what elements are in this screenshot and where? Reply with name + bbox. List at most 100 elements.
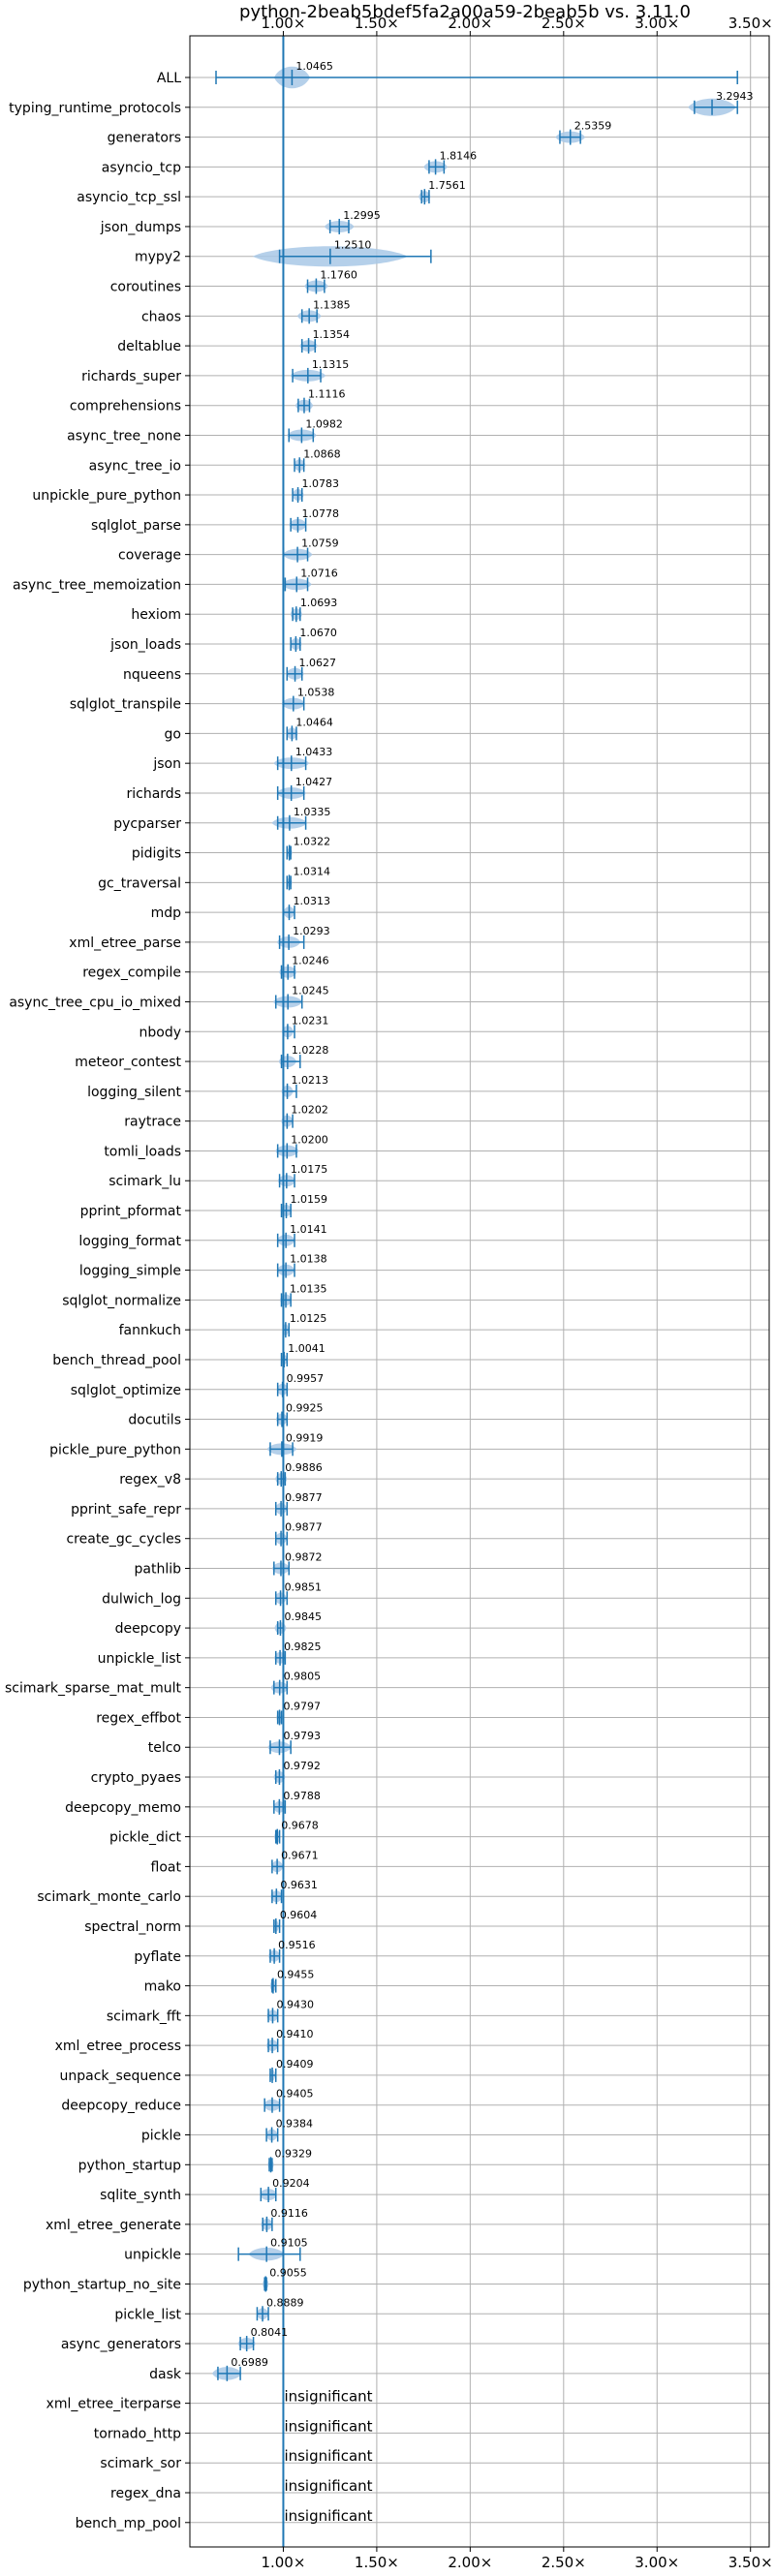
value-label: 0.9384 [276, 2118, 314, 2131]
value-label: 0.9919 [286, 1431, 324, 1444]
category-label: tomli_loads [104, 1144, 181, 1159]
category-label: tornado_http [94, 2426, 181, 2441]
category-label: crypto_pyaes [91, 1770, 181, 1786]
value-label: 1.0246 [292, 955, 329, 967]
category-label: json_dumps [100, 220, 181, 235]
value-label: 0.9793 [283, 1730, 321, 1742]
x-tick-label-bottom: 3.50× [728, 2554, 773, 2571]
x-tick-label-top: 1.50× [355, 15, 399, 32]
category-label: gc_traversal [98, 875, 181, 891]
value-label: 1.0433 [295, 746, 333, 758]
value-label: 1.0322 [294, 836, 331, 848]
category-label: unpickle_list [98, 1651, 182, 1667]
value-label: 0.9631 [280, 1879, 318, 1891]
value-label: 2.5359 [574, 120, 612, 133]
category-label: scimark_sor [100, 2456, 181, 2471]
value-label: 0.9671 [281, 1849, 319, 1861]
value-label: 0.9409 [276, 2058, 314, 2070]
value-label: 0.9105 [270, 2237, 308, 2250]
category-label: deepcopy [115, 1621, 181, 1637]
value-label: 1.0141 [290, 1223, 327, 1236]
value-label: 0.6989 [231, 2356, 268, 2369]
category-label: json_loads [109, 637, 181, 653]
category-label: deepcopy_reduce [61, 2099, 181, 2114]
value-label: 1.0670 [299, 627, 337, 639]
value-label: 1.0159 [291, 1193, 328, 1206]
category-label: sqlglot_transpile [70, 697, 181, 713]
value-label: 0.9805 [284, 1671, 322, 1683]
category-label: async_generators [61, 2337, 181, 2352]
x-tick-label-top: 2.00× [448, 15, 492, 32]
x-tick-label-top: 3.00× [635, 15, 679, 32]
category-label: logging_silent [87, 1085, 181, 1100]
value-label: 1.0627 [299, 657, 337, 669]
value-label: 0.9925 [286, 1402, 324, 1415]
category-label: unpack_sequence [60, 2069, 181, 2084]
category-label: unpickle [124, 2248, 181, 2263]
value-label: 1.1385 [313, 298, 351, 311]
category-label: sqlglot_parse [91, 518, 181, 534]
category-label: async_tree_io [89, 458, 181, 474]
value-label: 1.0200 [291, 1133, 328, 1146]
category-label: regex_dna [110, 2486, 181, 2501]
category-label: comprehensions [70, 399, 181, 414]
value-label: 1.7561 [428, 179, 466, 192]
value-label: 1.1315 [312, 358, 350, 371]
category-label: xml_etree_parse [69, 935, 181, 951]
value-label: 0.9329 [275, 2147, 313, 2160]
category-label: bench_thread_pool [52, 1353, 181, 1368]
category-label: meteor_contest [75, 1055, 181, 1070]
category-label: python_startup [78, 2158, 181, 2173]
category-label: spectral_norm [84, 1919, 181, 1935]
category-label: logging_simple [79, 1264, 181, 1279]
category-label: float [151, 1859, 182, 1875]
category-label: raytrace [124, 1115, 181, 1130]
category-label: xml_etree_generate [46, 2218, 181, 2233]
category-label: pyflate [134, 1949, 181, 1965]
insignificant-label: insignificant [284, 2417, 372, 2435]
category-label: asyncio_tcp_ssl [77, 190, 181, 205]
value-label: 1.0427 [295, 776, 333, 788]
value-label: 1.0982 [305, 417, 343, 430]
value-label: 0.8041 [251, 2326, 289, 2339]
value-label: 1.0213 [292, 1074, 329, 1087]
category-label: scimark_sparse_mat_mult [5, 1681, 181, 1697]
category-label: xml_etree_process [55, 2039, 181, 2054]
category-label: unpickle_pure_python [32, 488, 181, 504]
category-label: async_tree_none [67, 428, 181, 444]
category-label: pickle_list [114, 2307, 181, 2322]
value-label: 0.9604 [280, 1909, 318, 1921]
value-label: 1.0202 [291, 1104, 328, 1117]
category-label: scimark_lu [108, 1174, 181, 1189]
value-label: 0.9678 [281, 1820, 319, 1832]
x-tick-label-bottom: 1.50× [355, 2554, 399, 2571]
category-label: mypy2 [135, 250, 181, 265]
value-label: 0.9797 [284, 1700, 322, 1712]
value-label: 0.9886 [285, 1461, 323, 1474]
value-label: 0.9410 [276, 2028, 314, 2040]
value-label: 0.9845 [284, 1610, 322, 1623]
value-label: 0.8889 [266, 2296, 304, 2309]
category-label: go [165, 726, 181, 742]
category-label: regex_v8 [119, 1472, 181, 1487]
category-label: telco [148, 1740, 181, 1756]
value-label: 1.1354 [313, 328, 351, 341]
category-label: pickle_dict [109, 1830, 182, 1846]
category-label: sqlglot_normalize [62, 1293, 181, 1308]
value-label: 1.2510 [334, 239, 372, 252]
value-label: 1.0293 [293, 925, 330, 937]
category-label: json [152, 756, 181, 772]
value-label: 1.0868 [303, 447, 341, 460]
insignificant-label: insignificant [284, 2447, 372, 2465]
value-label: 0.9792 [283, 1760, 321, 1772]
category-label: pickle [141, 2129, 181, 2144]
value-label: 1.0041 [288, 1342, 326, 1355]
value-label: 0.9455 [277, 1969, 315, 1981]
value-label: 1.0465 [295, 60, 333, 73]
value-label: 0.9851 [285, 1580, 323, 1593]
value-label: 1.0175 [291, 1163, 328, 1176]
value-label: 1.0314 [294, 865, 331, 877]
category-label: docutils [128, 1413, 181, 1428]
category-label: coroutines [110, 280, 181, 295]
